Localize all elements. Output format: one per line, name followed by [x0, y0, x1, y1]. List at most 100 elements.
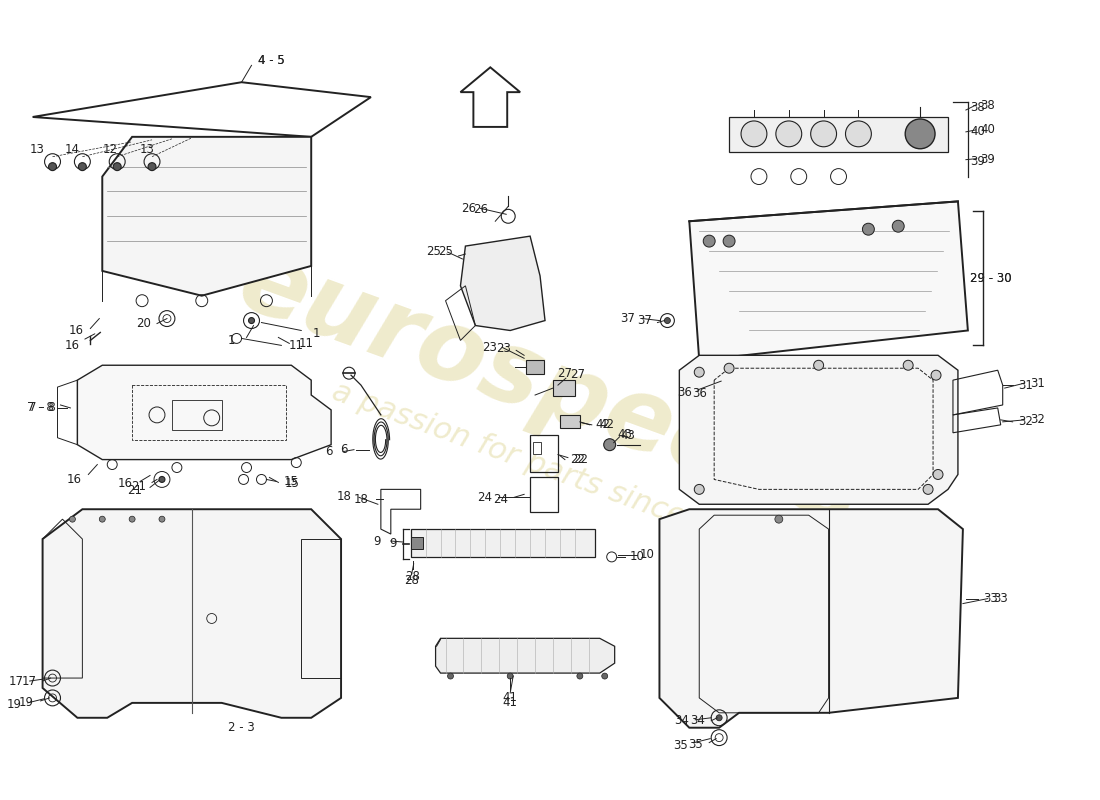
Text: 29 - 30: 29 - 30 [970, 272, 1012, 286]
Text: 26: 26 [473, 203, 488, 216]
Text: 28: 28 [405, 574, 419, 587]
Text: 4 - 5: 4 - 5 [258, 54, 285, 67]
Text: 9: 9 [373, 534, 381, 547]
Text: 37: 37 [637, 314, 652, 327]
Circle shape [846, 121, 871, 146]
Circle shape [716, 714, 722, 721]
Text: 19: 19 [19, 696, 34, 710]
Circle shape [664, 318, 670, 323]
Circle shape [905, 119, 935, 149]
Text: a passion for parts since 1985: a passion for parts since 1985 [329, 377, 771, 562]
Text: 38: 38 [970, 101, 986, 114]
Circle shape [99, 516, 106, 522]
Text: 41: 41 [503, 696, 518, 710]
Text: 32: 32 [1019, 415, 1033, 428]
Text: 23: 23 [482, 341, 497, 354]
Circle shape [931, 370, 940, 380]
Text: 16: 16 [65, 339, 80, 352]
Circle shape [741, 121, 767, 146]
Text: 16: 16 [67, 473, 81, 486]
Text: 17: 17 [22, 674, 37, 687]
Text: eurospeeds: eurospeeds [226, 233, 875, 548]
Text: 11: 11 [299, 337, 314, 350]
Text: 22: 22 [573, 453, 588, 466]
Circle shape [933, 470, 943, 479]
Bar [729, 117, 948, 152]
Text: 42: 42 [600, 418, 614, 431]
Circle shape [576, 673, 583, 679]
Text: 14: 14 [65, 143, 80, 156]
Text: 40: 40 [980, 123, 996, 136]
Text: 6: 6 [326, 445, 333, 458]
Polygon shape [680, 355, 958, 504]
Circle shape [602, 673, 607, 679]
Bar [526, 360, 544, 374]
Text: 33: 33 [993, 592, 1008, 605]
Text: 9: 9 [389, 538, 396, 550]
Text: 28: 28 [405, 570, 420, 583]
Bar [560, 415, 580, 428]
Circle shape [113, 162, 121, 170]
Text: 18: 18 [337, 490, 352, 503]
Circle shape [448, 673, 453, 679]
Text: 21: 21 [128, 484, 143, 497]
Text: 36: 36 [676, 386, 692, 398]
Circle shape [722, 372, 733, 384]
Text: 7 - 8: 7 - 8 [30, 402, 56, 414]
Text: 20: 20 [136, 317, 152, 330]
Text: 39: 39 [980, 153, 996, 166]
Bar [530, 478, 558, 512]
Text: 37: 37 [620, 312, 635, 325]
Text: 43: 43 [617, 428, 632, 442]
Text: 43: 43 [620, 430, 635, 442]
Circle shape [148, 162, 156, 170]
Text: 34: 34 [674, 714, 689, 727]
Circle shape [903, 360, 913, 370]
Circle shape [892, 220, 904, 232]
Text: 31: 31 [1030, 377, 1045, 390]
Text: 10: 10 [630, 550, 645, 563]
Circle shape [604, 438, 616, 450]
Text: 12: 12 [102, 143, 118, 156]
Circle shape [160, 477, 165, 482]
Text: 31: 31 [1019, 378, 1033, 392]
Circle shape [724, 363, 734, 373]
Text: 2 - 3: 2 - 3 [228, 722, 255, 734]
Text: 25: 25 [426, 245, 441, 258]
Bar [534, 442, 541, 454]
Text: 1: 1 [312, 327, 320, 340]
Text: 27: 27 [571, 368, 585, 381]
Text: 39: 39 [970, 155, 986, 168]
Text: 24: 24 [493, 493, 508, 506]
Text: 24: 24 [476, 491, 492, 504]
Text: 29 - 30: 29 - 30 [970, 272, 1012, 286]
Polygon shape [77, 366, 331, 459]
Bar [410, 529, 595, 557]
Text: 36: 36 [692, 386, 706, 399]
Text: 21: 21 [132, 480, 146, 493]
Circle shape [129, 516, 135, 522]
Text: 19: 19 [7, 698, 21, 711]
Text: 34: 34 [690, 714, 705, 727]
Bar [553, 380, 575, 396]
Text: 10: 10 [640, 549, 654, 562]
Circle shape [507, 673, 514, 679]
Polygon shape [43, 510, 341, 718]
Circle shape [694, 485, 704, 494]
Text: 16: 16 [118, 477, 133, 490]
Circle shape [69, 516, 76, 522]
Circle shape [703, 235, 715, 247]
Text: 16: 16 [69, 324, 84, 337]
Circle shape [78, 162, 87, 170]
Text: 15: 15 [285, 477, 299, 490]
Circle shape [723, 235, 735, 247]
Text: 4 - 5: 4 - 5 [258, 54, 285, 67]
Bar [172, 400, 222, 430]
Text: 25: 25 [438, 245, 453, 258]
Text: 23: 23 [496, 342, 510, 355]
Circle shape [811, 121, 836, 146]
Text: 1: 1 [228, 334, 235, 347]
Circle shape [48, 162, 56, 170]
Text: 41: 41 [503, 691, 518, 705]
Text: 35: 35 [688, 738, 703, 751]
